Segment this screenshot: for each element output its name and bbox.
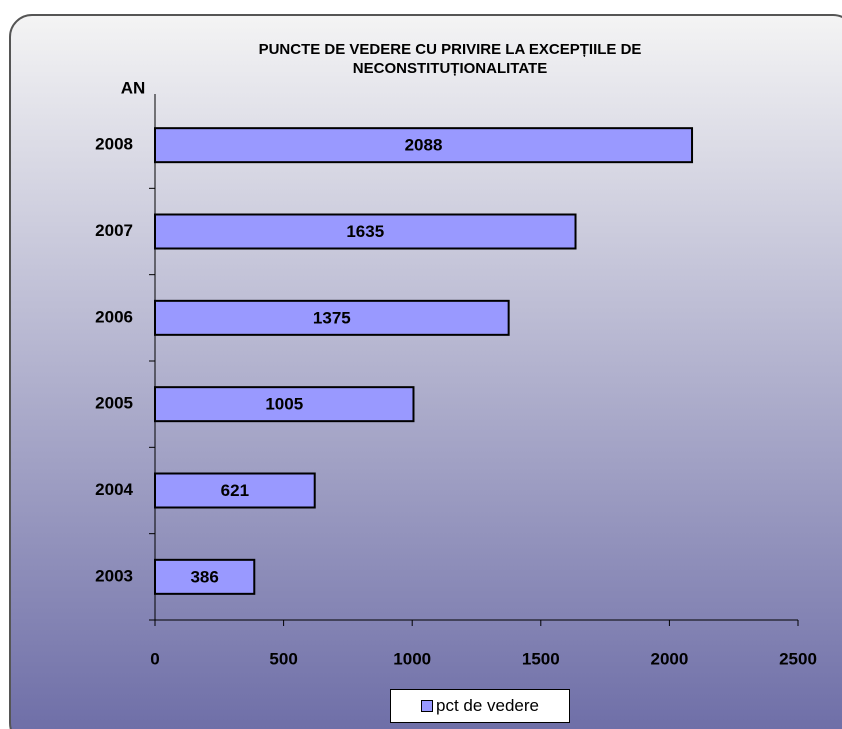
- data-label: 1375: [313, 308, 351, 327]
- bar: [154, 213, 577, 250]
- bar: [154, 127, 694, 164]
- data-label: 1635: [346, 222, 384, 241]
- y-tick-label: 2004: [95, 480, 133, 499]
- legend-label: pct de vedere: [435, 696, 539, 715]
- x-tick-label: 2000: [650, 649, 688, 668]
- y-tick-label: 2008: [95, 135, 133, 154]
- x-tick-label: 500: [269, 649, 297, 668]
- bar: [154, 386, 415, 423]
- data-label: 386: [190, 567, 218, 586]
- y-tick-label: 2007: [95, 221, 133, 240]
- bar: [154, 472, 316, 509]
- data-label: 621: [221, 481, 249, 500]
- data-label: 2088: [405, 136, 443, 155]
- y-tick-label: 2003: [95, 566, 133, 585]
- bar: [154, 299, 510, 336]
- chart-title: PUNCTE DE VEDERE CU PRIVIRE LA EXCEPȚIIL…: [258, 41, 642, 77]
- x-tick-label: 1000: [393, 649, 431, 668]
- chart-background: [9, 14, 842, 729]
- y-axis-label: AN: [121, 78, 146, 97]
- y-tick-label: 2006: [95, 307, 133, 326]
- data-label: 1005: [265, 395, 303, 414]
- x-tick-label: 2500: [779, 649, 817, 668]
- bar: [154, 558, 256, 595]
- x-tick-label: 0: [150, 649, 159, 668]
- legend: pct de vedere: [390, 689, 570, 723]
- x-tick-label: 1500: [522, 649, 560, 668]
- legend-swatch: [420, 700, 433, 712]
- y-tick-label: 2005: [95, 394, 133, 413]
